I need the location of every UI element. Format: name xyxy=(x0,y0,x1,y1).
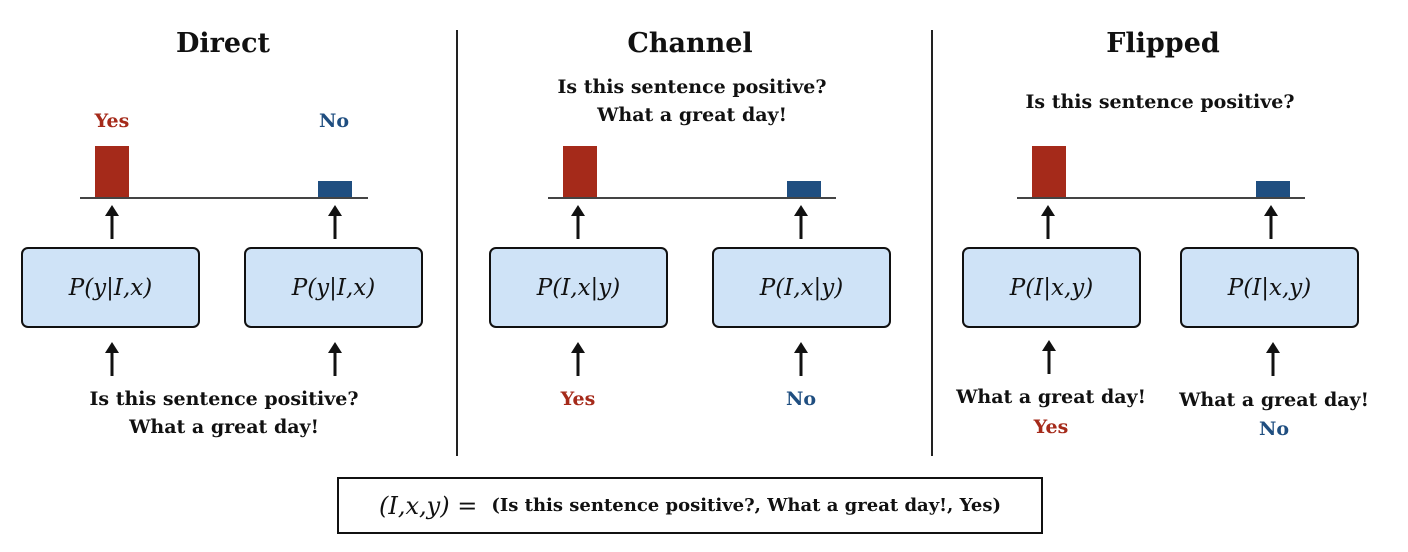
flipped-baseline xyxy=(1017,197,1305,199)
up-arrow-icon xyxy=(1264,205,1278,239)
flipped-top-line1: Is this sentence positive? xyxy=(1025,91,1295,113)
tuple-value: (Is this sentence positive?, What a grea… xyxy=(491,495,1001,516)
channel-top-line1: Is this sentence positive? xyxy=(557,76,827,98)
direct-bar-yes xyxy=(95,146,129,198)
up-arrow-icon xyxy=(1041,205,1055,239)
up-arrow-icon xyxy=(571,205,585,239)
channel-bar-yes xyxy=(563,146,597,198)
formula: P(y|I,x) xyxy=(68,274,153,301)
formula: P(I,x|y) xyxy=(759,274,844,301)
up-arrow-icon xyxy=(794,342,808,376)
channel-input-no: No xyxy=(785,388,817,410)
up-arrow-icon xyxy=(328,342,342,376)
channel-baseline xyxy=(548,197,836,199)
flipped-input-right-line2: No xyxy=(1258,418,1290,440)
up-arrow-icon xyxy=(1266,342,1280,376)
divider-left xyxy=(456,30,458,456)
divider-right xyxy=(931,30,933,456)
panel-title-flipped: Flipped xyxy=(1106,28,1220,59)
up-arrow-icon xyxy=(105,342,119,376)
up-arrow-icon xyxy=(571,342,585,376)
up-arrow-icon xyxy=(1042,340,1056,374)
formula: P(I,x|y) xyxy=(536,274,621,301)
channel-input-yes: Yes xyxy=(560,388,596,410)
formula: P(I|x,y) xyxy=(1009,274,1094,301)
flipped-model-box-left: P(I|x,y) xyxy=(962,247,1141,328)
direct-top-label-yes: Yes xyxy=(94,110,130,132)
up-arrow-icon xyxy=(105,205,119,239)
panel-title-channel: Channel xyxy=(627,28,753,59)
flipped-model-box-right: P(I|x,y) xyxy=(1180,247,1359,328)
formula: P(I|x,y) xyxy=(1227,274,1312,301)
direct-top-label-no: No xyxy=(318,110,350,132)
flipped-bar-yes xyxy=(1032,146,1066,198)
tuple-symbol: (I,x,y) = xyxy=(379,491,478,520)
flipped-input-left-line1: What a great day! xyxy=(956,386,1146,408)
channel-model-box-right: P(I,x|y) xyxy=(712,247,891,328)
formula: P(y|I,x) xyxy=(291,274,376,301)
flipped-input-left-line2: Yes xyxy=(1033,416,1069,438)
direct-input-line2: What a great day! xyxy=(129,416,319,438)
direct-model-box-right: P(y|I,x) xyxy=(244,247,423,328)
direct-model-box-left: P(y|I,x) xyxy=(21,247,200,328)
definition-box: (I,x,y) = (Is this sentence positive?, W… xyxy=(337,477,1043,534)
channel-bar-no xyxy=(787,181,821,198)
up-arrow-icon xyxy=(328,205,342,239)
up-arrow-icon xyxy=(794,205,808,239)
panel-title-direct: Direct xyxy=(176,28,270,59)
flipped-bar-no xyxy=(1256,181,1290,198)
channel-top-line2: What a great day! xyxy=(597,104,787,126)
direct-input-line1: Is this sentence positive? xyxy=(89,388,359,410)
direct-baseline xyxy=(80,197,368,199)
channel-model-box-left: P(I,x|y) xyxy=(489,247,668,328)
flipped-input-right-line1: What a great day! xyxy=(1179,389,1369,411)
direct-bar-no xyxy=(318,181,352,198)
